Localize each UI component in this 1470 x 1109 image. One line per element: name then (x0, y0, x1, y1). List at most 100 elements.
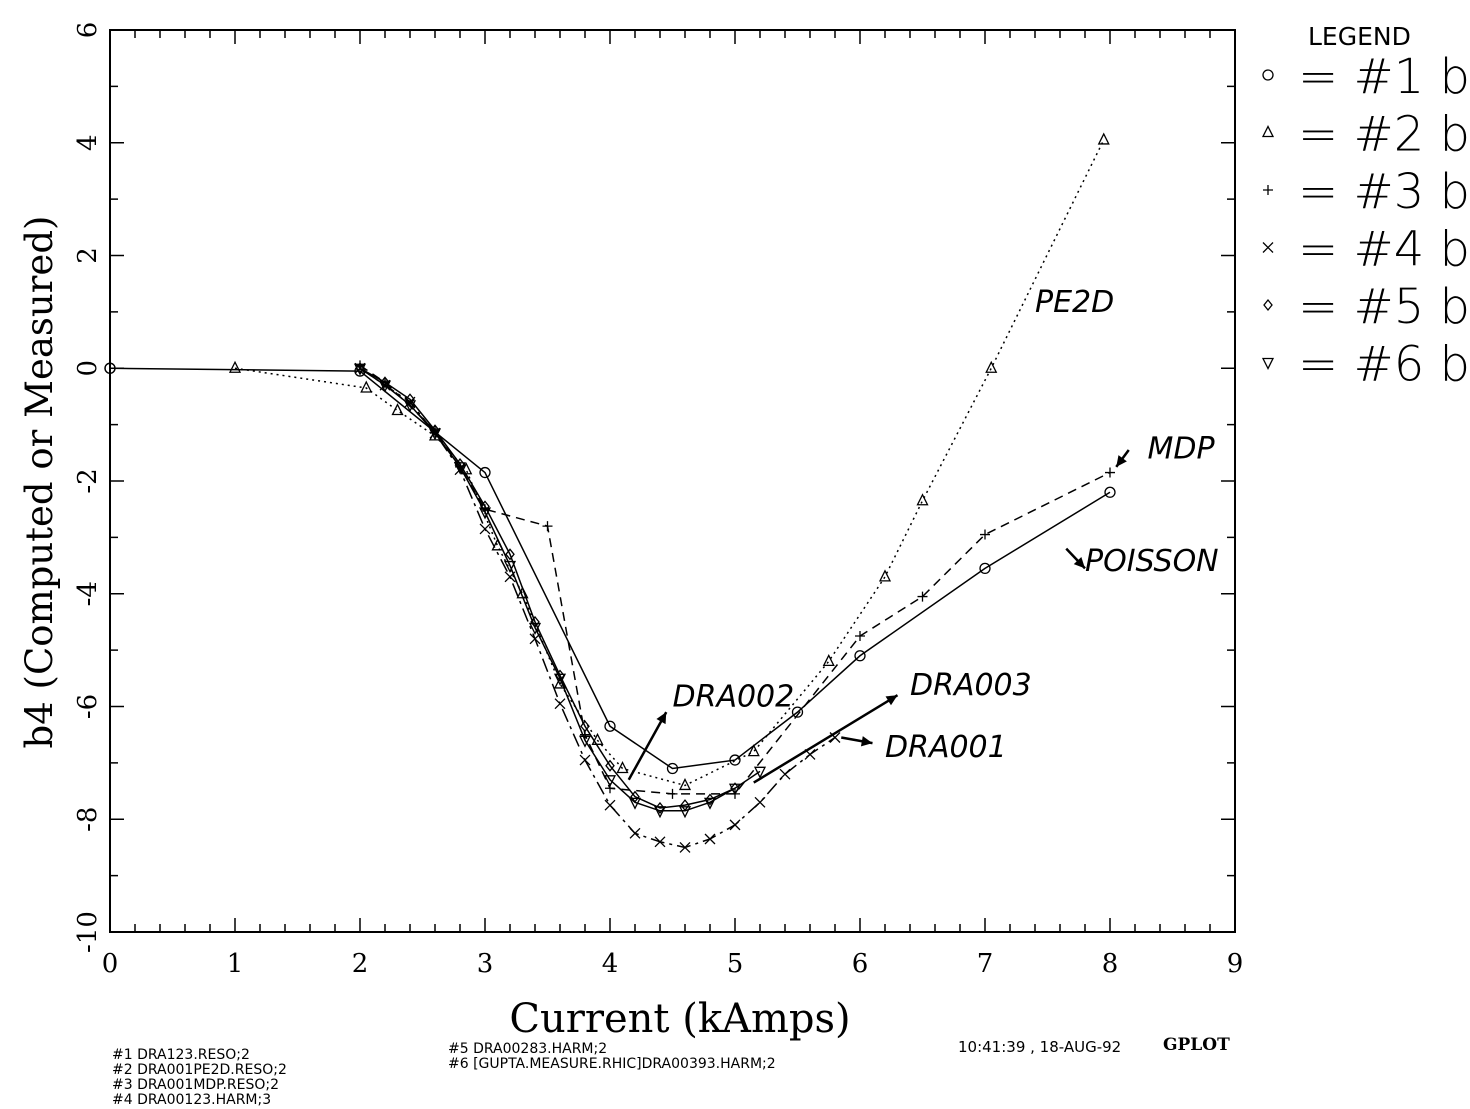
y-tick-label: -4 (73, 581, 103, 606)
data-point-marker (228, 360, 242, 373)
data-point-marker (491, 538, 504, 551)
data-point-marker (1105, 467, 1115, 478)
legend-entry-4: = #4 b4 (1298, 222, 1470, 278)
annotation-label: MDP (1148, 431, 1216, 466)
data-point-marker (628, 797, 642, 810)
data-point-marker (354, 362, 366, 374)
annotation-arrowhead (656, 712, 667, 725)
series-line-6 (359, 367, 761, 812)
data-point-marker (605, 759, 615, 772)
series-line-5 (359, 367, 736, 809)
legend-title: LEGEND (1308, 22, 1411, 51)
data-point-marker (729, 819, 741, 831)
data-point-marker (479, 523, 491, 535)
data-point-marker (453, 462, 467, 475)
data-point-marker (553, 676, 567, 689)
data-point-marker (1262, 242, 1274, 253)
y-tick-label: 2 (73, 247, 103, 264)
data-point-marker (679, 841, 691, 853)
footer-file-5: #5 DRA00283.HARM;2 (448, 1041, 607, 1057)
annotations: PE2D MDP POISSON DRA003 DRA002 DRA001 (627, 285, 1219, 784)
annotation-arrow (627, 711, 668, 781)
data-point-marker (104, 362, 116, 374)
data-point-marker (579, 754, 591, 766)
data-point-marker (353, 363, 367, 376)
series-line-1 (109, 367, 1111, 770)
data-point-marker (460, 462, 473, 475)
footer-file-1: #1 DRA123.RESO;2 (112, 1047, 250, 1063)
footer-program: GPLOT (1163, 1035, 1230, 1055)
data-point-marker (479, 466, 491, 479)
x-tick-label: 0 (102, 949, 119, 979)
footer-file-6: #6 [GUPTA.MEASURE.RHIC]DRA00393.HARM;2 (448, 1056, 776, 1072)
data-point-marker (604, 799, 616, 811)
data-point-marker (1097, 132, 1110, 145)
y-tick-label: -8 (73, 807, 103, 832)
data-point-marker (403, 400, 417, 413)
data-point-marker (378, 380, 392, 393)
data-point-marker (360, 380, 373, 393)
data-point-marker (1261, 125, 1275, 138)
y-tick-label: -6 (73, 694, 103, 719)
data-point-marker (630, 790, 640, 803)
x-tick-label: 7 (977, 949, 994, 979)
footer-file-2: #2 DRA001PE2D.RESO;2 (112, 1062, 287, 1078)
x-tick-labels: 0 1 2 3 4 5 6 7 8 9 (102, 949, 1244, 979)
annotation-arrow (753, 694, 899, 784)
legend-entry-2: = #2 b4 (1298, 107, 1470, 163)
data-point-marker (1262, 69, 1274, 81)
data-point-marker (1263, 185, 1273, 195)
data-point-marker (1263, 298, 1273, 312)
data-point-marker (678, 777, 692, 791)
data-point-marker (478, 507, 492, 520)
data-point-marker (703, 797, 717, 810)
data-point-marker (779, 768, 791, 780)
data-point-marker (516, 586, 529, 599)
data-point-marker (728, 783, 742, 796)
data-point-marker (753, 766, 767, 779)
data-point-marker (985, 360, 998, 373)
annotation-arrowhead (1116, 455, 1127, 467)
data-point-marker (578, 735, 592, 748)
y-tick-labels: -10 -8 -6 -4 -2 0 2 4 6 (73, 22, 103, 953)
data-point-marker (405, 393, 415, 406)
legend-entry-3: = #3 b4 (1298, 164, 1470, 220)
data-point-marker (754, 796, 766, 808)
data-point-marker (505, 548, 515, 561)
data-point-marker (480, 500, 490, 513)
data-point-marker (391, 403, 404, 416)
series-line-2 (234, 139, 1105, 787)
data-point-marker (580, 720, 590, 733)
data-point-marker (680, 799, 690, 812)
data-point-marker (747, 744, 760, 757)
data-point-marker (428, 428, 442, 441)
footer: #1 DRA123.RESO;2 #2 DRA001PE2D.RESO;2 #3… (112, 1035, 1230, 1108)
data-point-marker (822, 653, 835, 667)
data-point-marker (542, 521, 553, 532)
data-point-marker (854, 650, 866, 662)
data-point-marker (666, 762, 679, 775)
data-point-marker (504, 571, 516, 583)
data-point-marker (916, 493, 929, 506)
data-point-marker (704, 833, 716, 845)
data-point-marker (530, 615, 540, 628)
data-point-marker (503, 560, 517, 574)
data-point-marker (667, 788, 678, 799)
data-point-marker (855, 631, 865, 642)
footer-timestamp: 10:41:39 , 18-AUG-92 (958, 1038, 1121, 1056)
series-markers (104, 132, 1116, 853)
data-point-marker (979, 562, 991, 575)
y-tick-label: -10 (73, 911, 103, 953)
annotation-label: DRA002 (673, 680, 795, 715)
data-point-marker (603, 775, 617, 788)
annotation-arrowhead (885, 695, 898, 706)
annotation-arrowhead (860, 736, 873, 747)
data-point-marker (554, 698, 566, 710)
data-point-marker (791, 706, 804, 718)
annotation-label: DRA001 (885, 730, 1007, 765)
annotation-label: PE2D (1035, 285, 1114, 320)
x-tick-label: 3 (477, 949, 494, 979)
x-tick-label: 4 (602, 949, 619, 979)
annotation-arrowhead (1073, 556, 1085, 569)
